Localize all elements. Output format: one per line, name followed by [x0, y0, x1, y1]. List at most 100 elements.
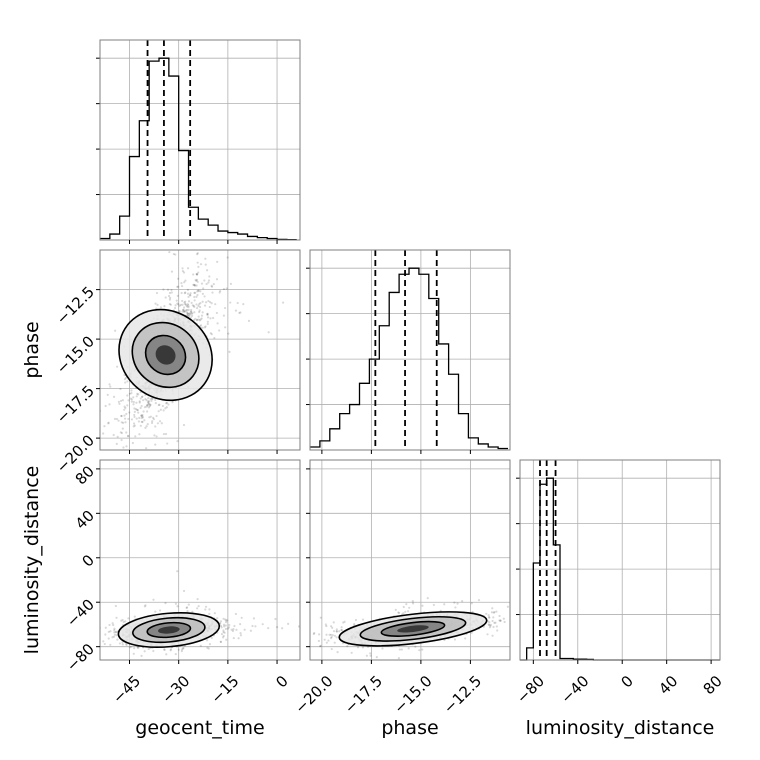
sample-point	[108, 403, 111, 406]
sample-point	[114, 631, 117, 634]
histogram-step-phase	[310, 267, 509, 450]
sample-point	[543, 601, 545, 603]
sample-point	[139, 424, 142, 427]
sample-point	[319, 616, 322, 619]
sample-point	[206, 313, 209, 317]
sample-point	[195, 284, 198, 287]
sample-point	[90, 622, 92, 624]
sample-point	[318, 633, 321, 636]
sample-point	[350, 651, 353, 654]
y-tick-label: 0	[79, 551, 98, 570]
sample-point	[134, 435, 137, 438]
scatter-panel-geocent_time-luminosity_distance	[46, 459, 301, 677]
sample-point	[180, 282, 183, 285]
sample-point	[143, 545, 145, 547]
sample-point	[123, 417, 127, 420]
sample-point	[124, 376, 128, 379]
sample-point	[170, 291, 173, 294]
sample-point	[328, 633, 331, 636]
sample-point	[208, 643, 212, 646]
sample-point	[167, 294, 171, 298]
sample-point	[543, 591, 545, 593]
sample-point	[166, 442, 169, 445]
panel-content	[46, 460, 300, 677]
sample-point	[140, 654, 143, 657]
sample-point	[176, 605, 179, 608]
sample-point	[107, 630, 110, 633]
sample-point	[397, 611, 401, 615]
x-axis-label-geocent_time: geocent_time	[135, 717, 264, 739]
sample-point	[206, 320, 209, 323]
sample-point	[294, 631, 296, 633]
sample-point	[108, 623, 111, 627]
sample-point	[400, 648, 403, 651]
sample-point	[186, 609, 189, 613]
panel-frame	[99, 249, 301, 451]
sample-point	[106, 393, 109, 396]
sample-point	[502, 617, 505, 620]
sample-point	[193, 284, 196, 287]
sample-point	[222, 629, 225, 632]
sample-point	[115, 417, 119, 421]
panel-frame	[99, 459, 301, 661]
sample-point	[154, 675, 156, 677]
sample-point	[116, 638, 119, 641]
x-tick-label: −20.0	[291, 672, 336, 717]
sample-point	[164, 602, 167, 605]
sample-point	[116, 435, 119, 438]
x-axis-label-phase: phase	[381, 717, 438, 739]
sample-point	[365, 654, 368, 657]
density-contour	[397, 625, 429, 633]
sample-point	[126, 453, 128, 455]
sample-point	[154, 443, 157, 446]
sample-point	[103, 642, 106, 646]
sample-point	[209, 332, 212, 335]
sample-point	[168, 291, 172, 295]
sample-point	[203, 279, 206, 282]
sample-point	[477, 598, 481, 602]
sample-point	[150, 399, 153, 402]
sample-point	[158, 420, 162, 423]
sample-point	[107, 637, 110, 640]
sample-point	[491, 607, 494, 610]
sample-point	[470, 631, 473, 634]
sample-point	[94, 631, 96, 633]
sample-point	[170, 288, 173, 292]
sample-point	[221, 636, 225, 639]
sample-point	[158, 403, 161, 406]
sample-point	[102, 432, 105, 435]
sample-point	[219, 289, 222, 293]
sample-point	[225, 638, 228, 641]
sample-point	[206, 312, 209, 316]
sample-point	[222, 634, 225, 638]
sample-point	[185, 606, 189, 609]
sample-point	[189, 292, 192, 295]
sample-point	[207, 279, 211, 282]
sample-point	[226, 256, 229, 259]
sample-point	[198, 319, 201, 322]
x-tick-label: −30	[158, 672, 193, 707]
sample-point	[281, 301, 285, 304]
sample-point	[257, 642, 259, 644]
sample-point	[336, 651, 339, 654]
sample-point	[46, 635, 48, 637]
sample-point	[112, 571, 114, 573]
sample-point	[492, 625, 495, 629]
sample-point	[191, 312, 194, 315]
sample-point	[495, 625, 498, 628]
sample-point	[97, 429, 99, 431]
sample-point	[134, 408, 138, 411]
sample-point	[85, 630, 87, 632]
sample-point	[338, 630, 341, 633]
sample-point	[194, 291, 197, 294]
sample-point	[194, 278, 197, 282]
sample-point	[140, 404, 143, 408]
sample-point	[149, 415, 152, 418]
sample-point	[494, 621, 497, 624]
sample-point	[149, 403, 152, 407]
sample-point	[126, 434, 130, 437]
sample-point	[127, 617, 130, 620]
sample-point	[340, 628, 344, 632]
sample-point	[149, 403, 152, 406]
sample-point	[198, 309, 201, 312]
